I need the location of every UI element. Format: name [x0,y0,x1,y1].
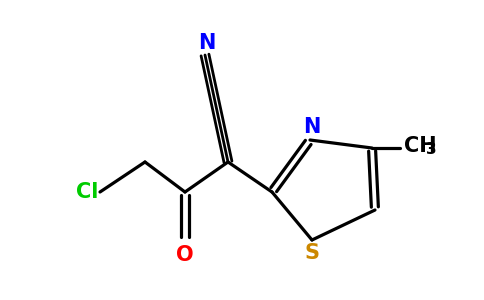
Text: N: N [198,33,216,53]
Text: Cl: Cl [76,182,98,202]
Text: CH: CH [404,136,437,156]
Text: 3: 3 [426,142,437,158]
Text: S: S [304,243,319,263]
Text: N: N [303,117,321,137]
Text: O: O [176,245,194,265]
